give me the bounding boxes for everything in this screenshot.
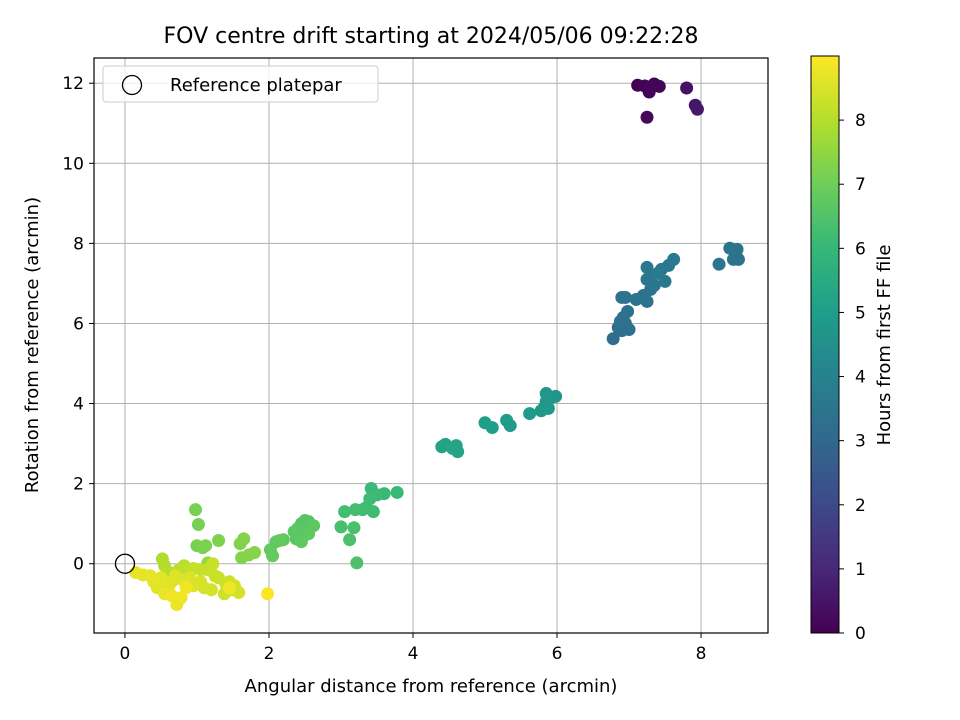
legend: Reference platepar [102,65,379,103]
data-point [640,260,654,274]
data-point [347,521,361,535]
legend-label: Reference platepar [170,75,342,96]
data-point [606,332,620,346]
plot-frame [93,57,769,634]
y-tick-label: 4 [73,395,84,415]
colorbar-tick-label: 2 [855,496,866,516]
data-point [390,485,404,499]
x-axis-label: Angular distance from reference (arcmin) [245,676,618,697]
data-point [534,404,548,418]
data-point [640,110,654,124]
y-tick-label: 12 [62,74,84,94]
y-tick-label: 0 [73,555,84,575]
x-tick-label: 4 [408,644,419,664]
data-point [206,557,220,571]
data-point [266,549,280,563]
data-point [338,505,352,519]
scatter-points [114,77,745,612]
y-tick-label: 6 [73,314,84,334]
data-point [690,102,704,116]
data-point [199,539,213,553]
data-point [129,566,143,580]
data-point [248,546,262,560]
colorbar-tick-label: 0 [855,624,866,644]
data-point [191,517,205,531]
data-point [613,314,627,328]
colorbar-gradient [810,55,840,634]
data-point [485,421,499,435]
data-point [621,304,635,318]
data-point [212,534,226,548]
data-point [237,532,251,546]
data-point [680,81,694,95]
data-point [348,503,362,517]
data-point [730,242,744,256]
colorbar-tick-label: 6 [855,239,866,259]
data-point [273,534,287,548]
reference-marker [114,553,136,574]
data-point [350,556,364,570]
y-axis-label: Rotation from reference (arcmin) [22,197,43,493]
data-point [294,535,308,549]
x-tick-label: 6 [552,644,563,664]
data-point [222,581,236,595]
data-point [622,322,636,336]
data-point [523,407,537,421]
y-tick-label: 10 [62,154,84,174]
data-point [363,492,377,506]
data-point [731,252,745,266]
y-tick-label: 2 [73,475,84,495]
colorbar-tick-label: 5 [855,303,866,323]
data-point [366,505,380,519]
data-point [712,257,726,271]
data-point [179,581,193,595]
data-point [261,587,275,601]
data-point [334,520,348,534]
chart-title: FOV centre drift starting at 2024/05/06 … [164,24,699,49]
x-tick-label: 8 [696,644,707,664]
colorbar-label: Hours from first FF file [874,245,895,446]
legend-box [102,65,379,103]
colorbar-tick-label: 8 [855,111,866,131]
data-point [667,252,681,266]
colorbar: 0 1 2 3 4 5 6 7 8 Hours from first FF file [810,55,895,644]
data-point [287,525,301,539]
data-point [500,413,514,427]
colorbar-tick-label: 1 [855,560,866,580]
colorbar-tick-label: 4 [855,368,866,388]
y-axis: 0 2 4 6 8 10 12 [62,74,94,575]
colorbar-tick-label: 3 [855,432,866,452]
x-tick-label: 0 [120,644,131,664]
colorbar-ticks: 0 1 2 3 4 5 6 7 8 [839,111,866,644]
data-point [651,266,665,280]
data-point [446,441,460,455]
colorbar-tick-label: 7 [855,175,866,195]
legend-marker [121,74,143,96]
y-tick-label: 8 [73,234,84,254]
data-point [343,533,357,547]
data-point [640,294,654,308]
data-point [618,290,632,304]
data-point [165,589,179,603]
x-axis: 0 2 4 6 8 [120,633,707,664]
data-point [189,503,203,517]
x-tick-label: 2 [264,644,275,664]
data-point [644,80,658,94]
